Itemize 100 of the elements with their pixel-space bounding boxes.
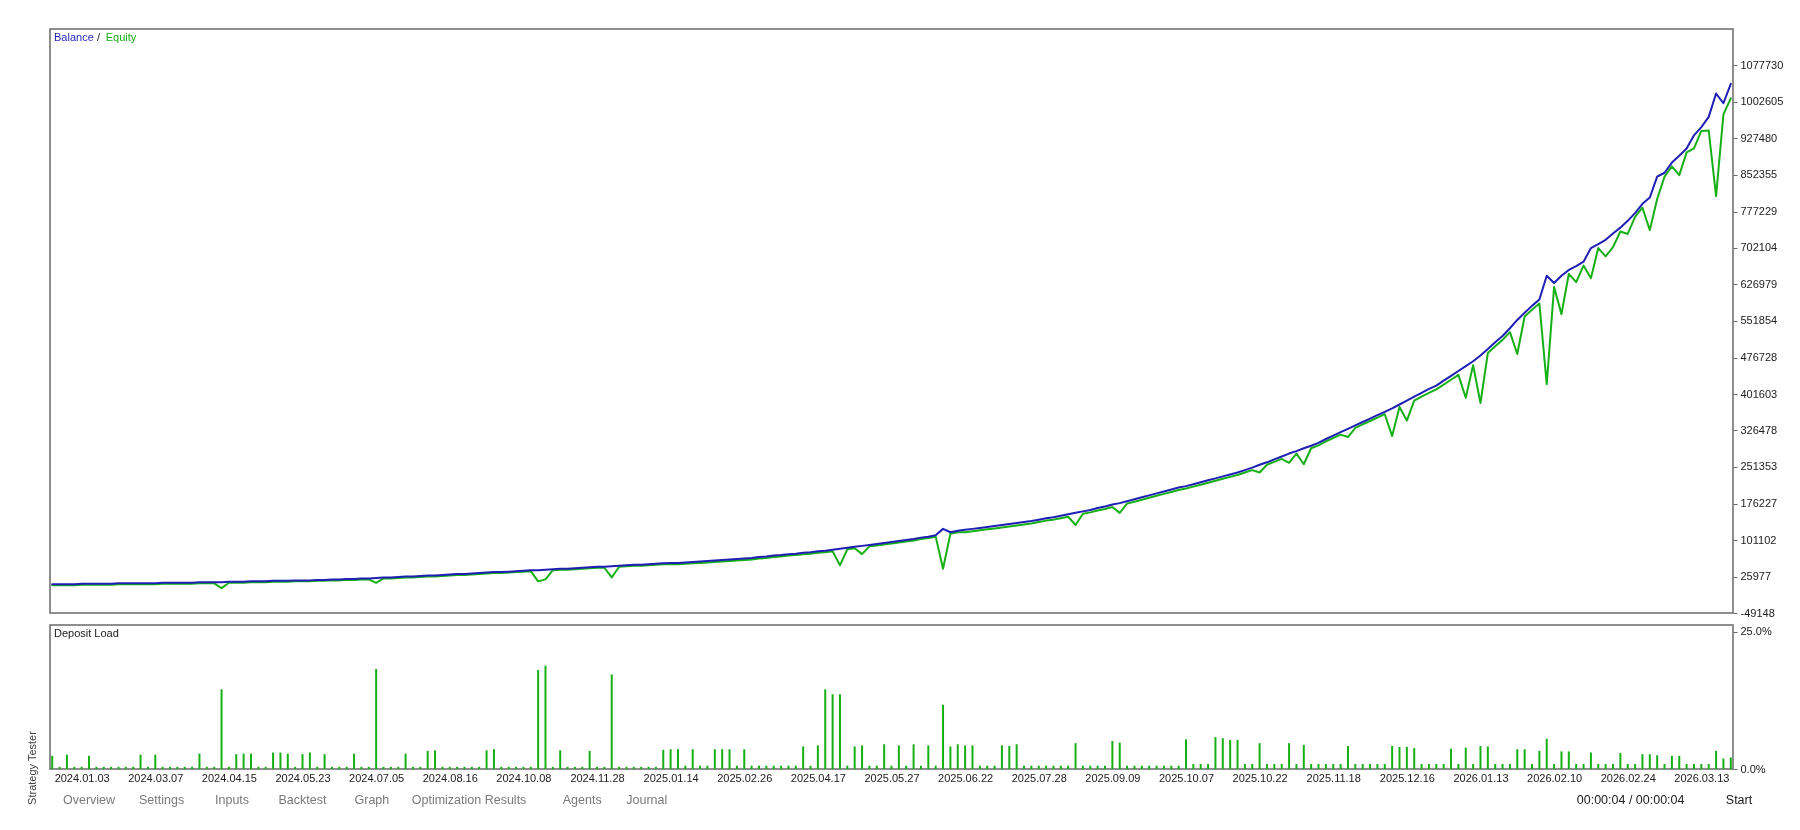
text: Backtest bbox=[278, 792, 327, 807]
y-tick-label: 25.0% bbox=[1740, 625, 1772, 638]
bar bbox=[1243, 764, 1246, 769]
bar bbox=[1229, 739, 1232, 769]
bar bbox=[1457, 764, 1460, 769]
bar bbox=[404, 753, 407, 769]
chart-title: Deposit Load bbox=[54, 627, 119, 639]
bar bbox=[654, 766, 657, 769]
bar bbox=[1700, 764, 1703, 769]
bar bbox=[191, 766, 194, 769]
bar bbox=[1516, 749, 1519, 769]
bar bbox=[360, 766, 363, 769]
bar bbox=[1192, 764, 1195, 769]
x-tick-label: 2026.01.13 bbox=[1453, 771, 1509, 784]
bar bbox=[1258, 743, 1261, 769]
bar bbox=[1486, 746, 1489, 769]
bar bbox=[257, 766, 260, 769]
bar bbox=[1567, 751, 1570, 769]
y-tick-label: 1002605 bbox=[1740, 95, 1784, 108]
bar bbox=[139, 754, 142, 769]
x-tick-label: 2025.10.22 bbox=[1232, 771, 1288, 784]
bar bbox=[1604, 764, 1607, 769]
y-tick-label: 101102 bbox=[1740, 533, 1777, 546]
bar bbox=[426, 750, 429, 769]
bar bbox=[102, 766, 105, 769]
bar bbox=[1317, 764, 1320, 769]
bar bbox=[824, 689, 827, 769]
x-tick-label: 2024.10.08 bbox=[496, 771, 552, 784]
bar bbox=[838, 694, 841, 769]
bar bbox=[117, 766, 120, 769]
y-tick-label: 551854 bbox=[1740, 314, 1778, 327]
text: Overview bbox=[63, 792, 117, 807]
x-tick-label: 2024.03.07 bbox=[128, 771, 184, 784]
bar bbox=[1199, 764, 1202, 769]
bar bbox=[529, 766, 532, 769]
x-tick-label: 2025.09.09 bbox=[1085, 771, 1141, 784]
y-tick-label: 0.0% bbox=[1740, 762, 1766, 775]
annotation: / bbox=[97, 31, 102, 43]
bar bbox=[596, 766, 599, 769]
bar bbox=[1288, 743, 1291, 769]
bar bbox=[110, 766, 113, 769]
bar bbox=[1619, 753, 1622, 769]
bar bbox=[1479, 745, 1482, 769]
bar bbox=[1251, 764, 1254, 769]
bar bbox=[507, 766, 510, 769]
bar bbox=[522, 766, 525, 769]
bar bbox=[249, 753, 252, 769]
bar bbox=[397, 766, 400, 769]
text: Balance bbox=[54, 31, 94, 43]
bar bbox=[51, 755, 54, 769]
y-tick-label: 777229 bbox=[1740, 205, 1778, 217]
bar bbox=[353, 753, 356, 769]
bar bbox=[1295, 764, 1298, 769]
text: Agents bbox=[562, 792, 602, 807]
bar bbox=[161, 766, 164, 769]
bar bbox=[146, 766, 149, 769]
bar bbox=[1553, 764, 1556, 769]
bar bbox=[1523, 749, 1526, 769]
text: Settings bbox=[139, 792, 185, 807]
bar bbox=[323, 754, 326, 769]
bar bbox=[1545, 738, 1548, 769]
bar bbox=[1214, 737, 1217, 769]
bar bbox=[1207, 764, 1210, 769]
bar bbox=[375, 668, 378, 769]
x-tick-label: 2024.11.28 bbox=[570, 771, 625, 784]
bar bbox=[1582, 764, 1585, 769]
bar bbox=[88, 755, 91, 769]
bar bbox=[1398, 747, 1401, 769]
bar bbox=[1464, 747, 1467, 769]
bar bbox=[1413, 748, 1416, 769]
bar bbox=[1332, 764, 1335, 769]
bar bbox=[713, 749, 716, 769]
bar bbox=[1589, 752, 1592, 769]
bar bbox=[1678, 755, 1681, 769]
bar bbox=[183, 766, 186, 769]
bar bbox=[345, 766, 348, 769]
bar bbox=[618, 766, 621, 769]
bar bbox=[235, 754, 238, 769]
bar bbox=[1722, 758, 1725, 769]
bar bbox=[1648, 754, 1651, 769]
x-tick-label: 2026.02.24 bbox=[1600, 771, 1656, 784]
bar bbox=[1508, 764, 1511, 769]
bar bbox=[1405, 747, 1408, 769]
bar bbox=[802, 746, 805, 769]
bar bbox=[65, 754, 68, 769]
bar bbox=[1612, 764, 1614, 769]
bar bbox=[470, 766, 473, 769]
bar bbox=[367, 766, 370, 769]
x-tick-label: 2025.11.18 bbox=[1306, 771, 1361, 784]
x-tick-label: 2024.08.16 bbox=[422, 771, 478, 784]
x-tick-label: 2025.12.16 bbox=[1379, 771, 1435, 784]
bar bbox=[485, 750, 488, 769]
bar bbox=[1118, 742, 1121, 769]
bar bbox=[205, 766, 208, 769]
bar bbox=[831, 694, 834, 769]
bar bbox=[132, 766, 135, 769]
x-tick-label: 2025.10.07 bbox=[1158, 771, 1215, 784]
bar bbox=[1692, 764, 1695, 769]
bar bbox=[176, 766, 179, 769]
y-tick-label: 326478 bbox=[1740, 424, 1778, 436]
